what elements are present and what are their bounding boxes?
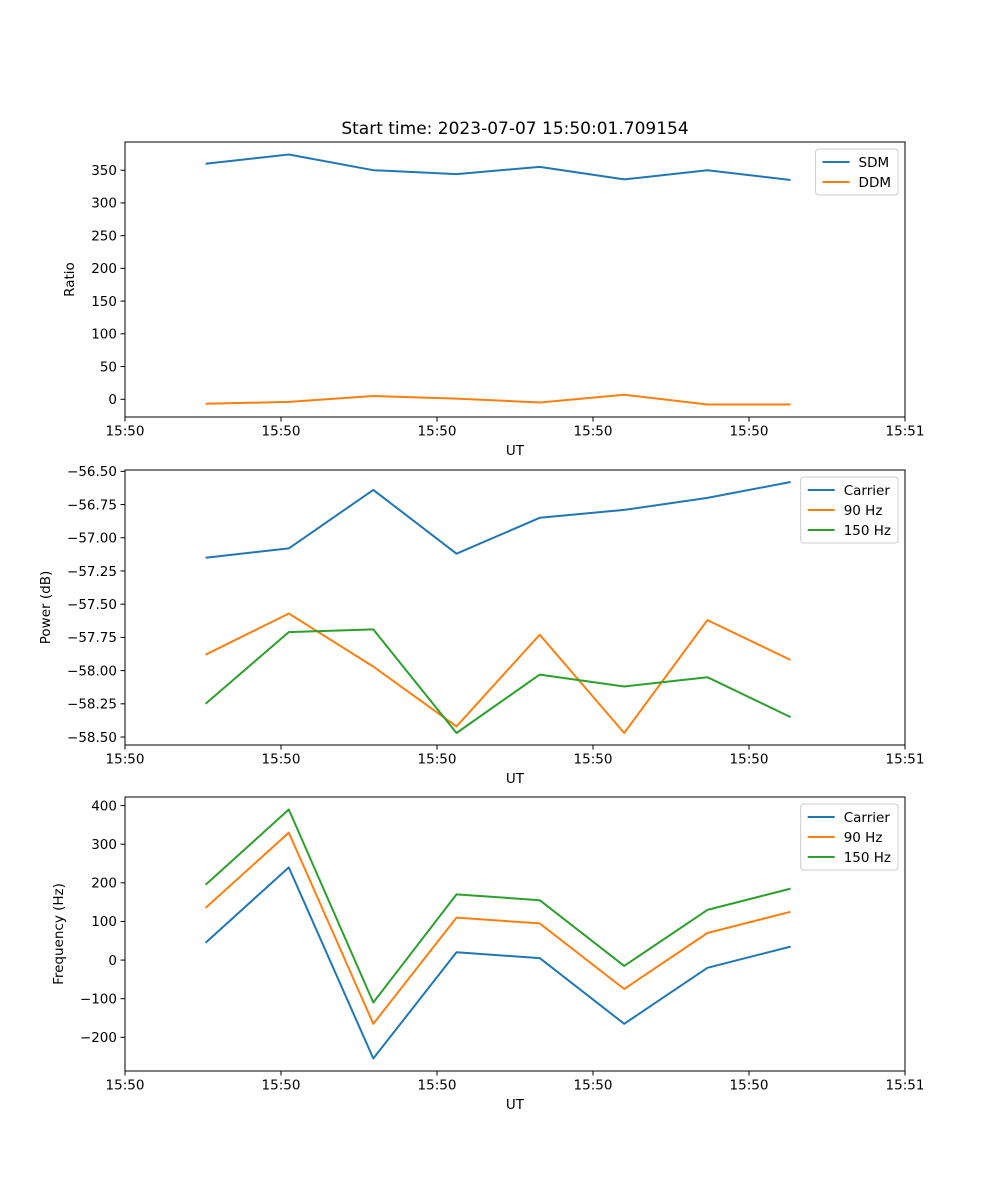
- x-tick-label: 15:50: [418, 752, 457, 768]
- x-tick-label: 15:50: [262, 424, 301, 440]
- x-tick-label: 15:50: [574, 752, 613, 768]
- x-tick-label: 15:50: [418, 424, 457, 440]
- legend-label-sdm: SDM: [859, 155, 890, 171]
- x-tick-label: 15:50: [574, 424, 613, 440]
- x-tick-label: 15:50: [262, 1078, 301, 1094]
- y-tick-label: 250: [91, 228, 117, 244]
- axes-box: [124, 141, 906, 418]
- y-tick-label: 100: [91, 327, 117, 343]
- axes-box: [124, 469, 906, 746]
- y-tick-label: −57.75: [67, 630, 117, 646]
- x-tick-label: 15:50: [730, 424, 769, 440]
- y-tick-label: −58.50: [67, 730, 117, 746]
- y-tick-label: −56.50: [67, 464, 117, 480]
- y-tick-label: 300: [91, 196, 117, 212]
- legend-label-90-hz: 90 Hz: [844, 830, 883, 846]
- y-axis-label: Frequency (Hz): [51, 883, 67, 985]
- x-tick-label: 15:50: [730, 752, 769, 768]
- x-axis-label: UT: [506, 1097, 525, 1113]
- legend-label-carrier: Carrier: [844, 483, 891, 499]
- x-tick-label: 15:50: [106, 424, 145, 440]
- subplot-power-db: 15:50 15:50 15:50 15:50 15:50 15:51 −58.50 −58.…: [38, 464, 924, 787]
- subplot-frequency-hz: 15:50 15:50 15:50 15:50 15:50 15:51 −200 −100 0 1…: [51, 796, 925, 1113]
- y-axis-label: Ratio: [62, 262, 78, 297]
- x-tick-label: 15:50: [106, 1078, 145, 1094]
- y-tick-label: 300: [91, 837, 117, 853]
- y-tick-label: 0: [108, 392, 117, 408]
- y-tick-label: 200: [91, 876, 117, 892]
- y-tick-label: −57.25: [67, 564, 117, 580]
- subplot-ratio: 15:50 15:50 15:50 15:50 15:50 15:51 0 50 100 150 2…: [62, 141, 925, 459]
- series-line-carrier: [204, 866, 791, 1060]
- legend-label-150-hz: 150 Hz: [844, 850, 891, 866]
- y-tick-label: 400: [91, 798, 117, 814]
- y-tick-label: 150: [91, 294, 117, 310]
- x-tick-label: 15:51: [886, 424, 925, 440]
- series-line-ddm: [205, 393, 791, 406]
- y-tick-label: 350: [91, 163, 117, 179]
- y-tick-label: −57.50: [67, 597, 117, 613]
- legend-label-150-hz: 150 Hz: [844, 523, 891, 539]
- y-tick-label: −58.25: [67, 697, 117, 713]
- x-tick-label: 15:50: [418, 1078, 457, 1094]
- series-line-90-hz: [205, 612, 792, 734]
- legend-box: [800, 476, 899, 544]
- x-tick-label: 15:50: [262, 752, 301, 768]
- legend-label-carrier: Carrier: [844, 810, 891, 826]
- y-tick-label: −58.00: [67, 663, 117, 679]
- x-axis-label: UT: [506, 443, 525, 459]
- y-tick-label: −100: [80, 991, 117, 1007]
- y-tick-label: 200: [91, 261, 117, 277]
- y-tick-label: 100: [91, 914, 117, 930]
- legend-label-90-hz: 90 Hz: [844, 503, 883, 519]
- y-tick-label: 50: [100, 359, 117, 375]
- legend-box: [815, 148, 899, 196]
- series-line-90-hz: [204, 831, 791, 1025]
- x-tick-label: 15:51: [886, 1078, 925, 1094]
- y-axis-label: Power (dB): [38, 571, 54, 644]
- y-tick-label: −200: [80, 1030, 117, 1046]
- legend-label-ddm: DDM: [859, 175, 891, 191]
- x-tick-label: 15:50: [730, 1078, 769, 1094]
- x-axis-label: UT: [506, 771, 525, 787]
- y-tick-label: 0: [108, 953, 117, 969]
- x-tick-label: 15:51: [886, 752, 925, 768]
- x-tick-label: 15:50: [574, 1078, 613, 1094]
- x-tick-label: 15:50: [106, 752, 145, 768]
- legend-box: [800, 803, 899, 871]
- y-tick-label: −56.75: [67, 497, 117, 513]
- series-line-150-hz: [204, 808, 791, 1004]
- series-line-150-hz: [204, 628, 792, 734]
- axes-box: [124, 796, 906, 1072]
- y-tick-label: −57.00: [67, 531, 117, 547]
- series-line-carrier: [205, 481, 791, 559]
- series-line-sdm: [205, 153, 791, 181]
- figure-title: Start time: 2023-07-07 15:50:01.709154: [341, 119, 689, 139]
